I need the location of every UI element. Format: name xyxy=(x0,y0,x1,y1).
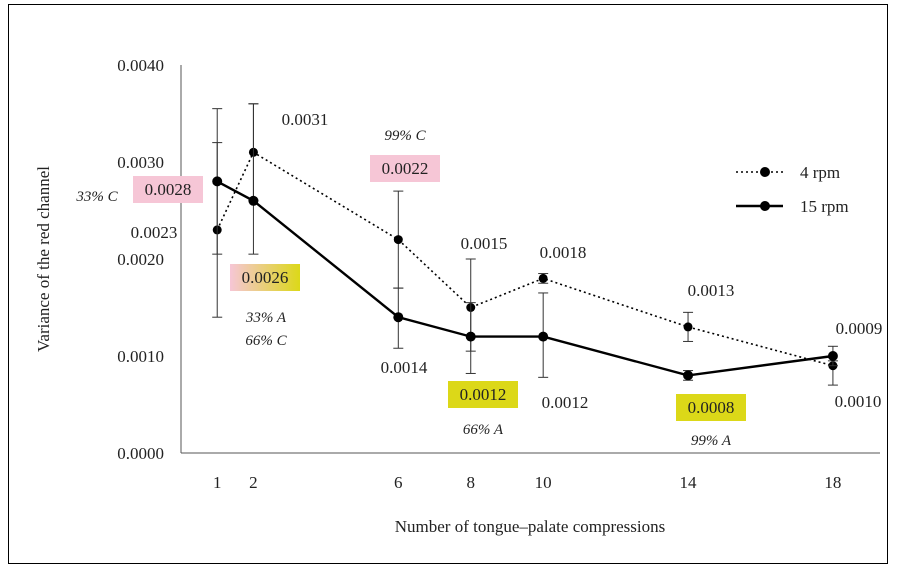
data-point xyxy=(393,235,403,245)
data-label: 0.0008 xyxy=(688,398,735,417)
series-line-4rpm xyxy=(216,151,834,367)
data-point xyxy=(827,351,838,361)
data-label: 0.0010 xyxy=(835,392,882,411)
y-axis-title: Variance of the red channel xyxy=(34,166,53,352)
data-label: 0.0009 xyxy=(836,319,883,338)
data-point xyxy=(538,273,548,283)
chart-frame xyxy=(8,4,888,564)
x-tick-label: 10 xyxy=(535,473,552,492)
series-line-15rpm xyxy=(216,180,834,377)
data-point xyxy=(538,331,549,342)
y-tick-label: 0.0030 xyxy=(117,153,164,172)
data-point xyxy=(683,370,694,381)
data-point xyxy=(212,176,223,187)
data-label: 0.0022 xyxy=(382,159,429,178)
x-tick-label: 1 xyxy=(213,473,222,492)
y-tick-label: 0.0000 xyxy=(117,444,164,463)
data-label: 0.0026 xyxy=(242,268,289,287)
annotation-label: 66% C xyxy=(245,333,287,349)
label-highlight xyxy=(448,381,518,408)
data-label: 0.0014 xyxy=(381,358,428,377)
label-highlight xyxy=(676,394,746,421)
x-tick-label: 6 xyxy=(394,473,403,492)
data-point xyxy=(465,331,476,342)
data-point xyxy=(248,195,259,206)
annotation-label: 33% A xyxy=(245,310,287,326)
data-label: 0.0015 xyxy=(461,234,508,253)
y-tick-label: 0.0040 xyxy=(117,56,164,75)
data-label: 0.0013 xyxy=(688,281,735,300)
label-highlight xyxy=(230,264,300,291)
data-point xyxy=(393,312,404,323)
label-highlight xyxy=(370,155,440,182)
data-label: 0.0012 xyxy=(460,385,507,404)
x-tick-label: 14 xyxy=(680,473,698,492)
x-tick-label: 8 xyxy=(466,473,475,492)
y-tick-label: 0.0010 xyxy=(117,347,164,366)
x-tick-label: 18 xyxy=(824,473,841,492)
data-label: 0.0012 xyxy=(542,393,589,412)
x-tick-label: 2 xyxy=(249,473,258,492)
data-label: 0.0031 xyxy=(282,110,329,129)
annotation-label: 99% C xyxy=(384,128,426,144)
annotation-label: 66% A xyxy=(463,422,504,438)
data-label: 0.0023 xyxy=(131,223,178,242)
x-axis-title: Number of tongue–palate compressions xyxy=(395,517,666,536)
legend-marker xyxy=(760,201,770,211)
annotation-label: 99% A xyxy=(691,433,732,449)
y-tick-label: 0.0020 xyxy=(117,250,164,269)
data-label: 0.0018 xyxy=(540,243,587,262)
annotation-label: 33% C xyxy=(75,189,118,205)
label-highlight xyxy=(133,176,203,203)
legend-label: 4 rpm xyxy=(800,163,840,182)
legend-marker xyxy=(760,167,770,177)
legend-label: 15 rpm xyxy=(800,197,849,216)
data-label: 0.0028 xyxy=(145,180,192,199)
data-point xyxy=(683,322,693,332)
